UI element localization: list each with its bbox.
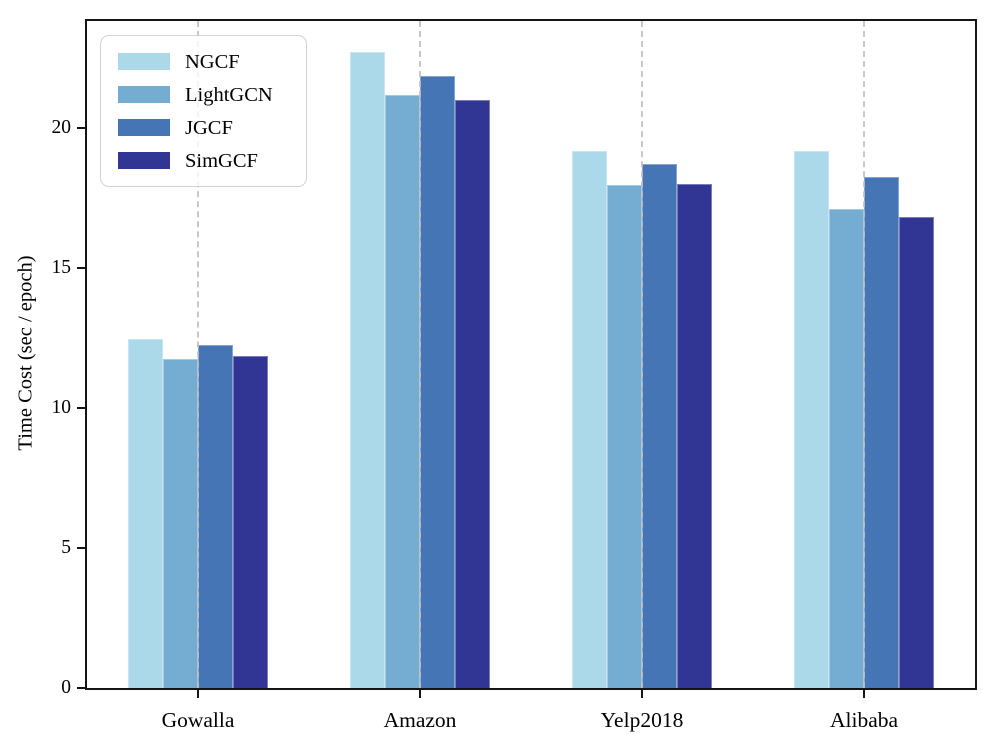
bar-jgcf-gowalla <box>198 344 233 688</box>
legend-swatch <box>118 53 170 70</box>
legend-swatch <box>118 119 170 136</box>
legend-swatch <box>118 152 170 169</box>
gridline <box>641 21 643 688</box>
y-tick-mark <box>77 546 85 549</box>
gridline <box>863 21 865 688</box>
x-tick-mark <box>419 690 421 698</box>
x-tick-label: Yelp2018 <box>600 708 684 732</box>
bar-ngcf-amazon <box>350 51 385 688</box>
bar-jgcf-amazon <box>420 75 455 688</box>
bar-lightgcn-amazon <box>385 95 420 688</box>
legend-entry: JGCF <box>118 111 290 144</box>
gridline <box>419 21 421 688</box>
legend-entry: NGCF <box>118 45 290 78</box>
plot-area: NGCF LightGCN JGCF SimGCF Gowalla Amazon Yelp… <box>52 19 977 732</box>
x-tick-mark <box>197 690 199 698</box>
y-tick-label: 10 <box>51 396 72 418</box>
bar-jgcf-alibaba <box>864 176 899 688</box>
bar-simgcf-alibaba <box>899 217 934 688</box>
y-tick-label: 0 <box>61 677 71 698</box>
x-tick-mark <box>641 690 643 698</box>
x-tick-mark <box>863 690 865 698</box>
bar-ngcf-alibaba <box>794 151 829 688</box>
y-tick-mark <box>77 266 85 269</box>
y-tick-label: 20 <box>51 116 72 138</box>
bar-jgcf-yelp2018 <box>642 163 677 688</box>
bar-simgcf-yelp2018 <box>677 183 712 688</box>
bar-lightgcn-gowalla <box>163 358 198 688</box>
bar-simgcf-gowalla <box>233 355 268 688</box>
gridline <box>197 21 199 688</box>
legend: NGCF LightGCN JGCF SimGCF <box>100 35 307 187</box>
y-tick-mark <box>77 126 85 129</box>
legend-entry: SimGCF <box>118 144 290 177</box>
legend-label: LightGCN <box>185 83 273 106</box>
legend-entry: LightGCN <box>118 78 290 111</box>
x-tick-label: Alibaba <box>829 708 899 732</box>
bar-lightgcn-alibaba <box>829 208 864 688</box>
bar-ngcf-gowalla <box>128 339 163 688</box>
y-tick-label: 15 <box>51 256 72 278</box>
y-tick-mark <box>77 406 85 409</box>
y-axis-label: Time Cost (sec / epoch) <box>14 255 37 451</box>
x-tick-label: Gowalla <box>161 708 235 732</box>
legend-label: NGCF <box>185 50 240 73</box>
x-tick-label: Amazon <box>383 708 457 732</box>
legend-label: JGCF <box>185 116 233 139</box>
bar-simgcf-amazon <box>455 99 490 688</box>
y-tick-label: 5 <box>61 536 71 558</box>
y-tick-mark <box>77 687 85 689</box>
bar-lightgcn-yelp2018 <box>607 184 642 688</box>
bar-ngcf-yelp2018 <box>572 151 607 688</box>
legend-swatch <box>118 86 170 103</box>
legend-label: SimGCF <box>185 149 258 172</box>
